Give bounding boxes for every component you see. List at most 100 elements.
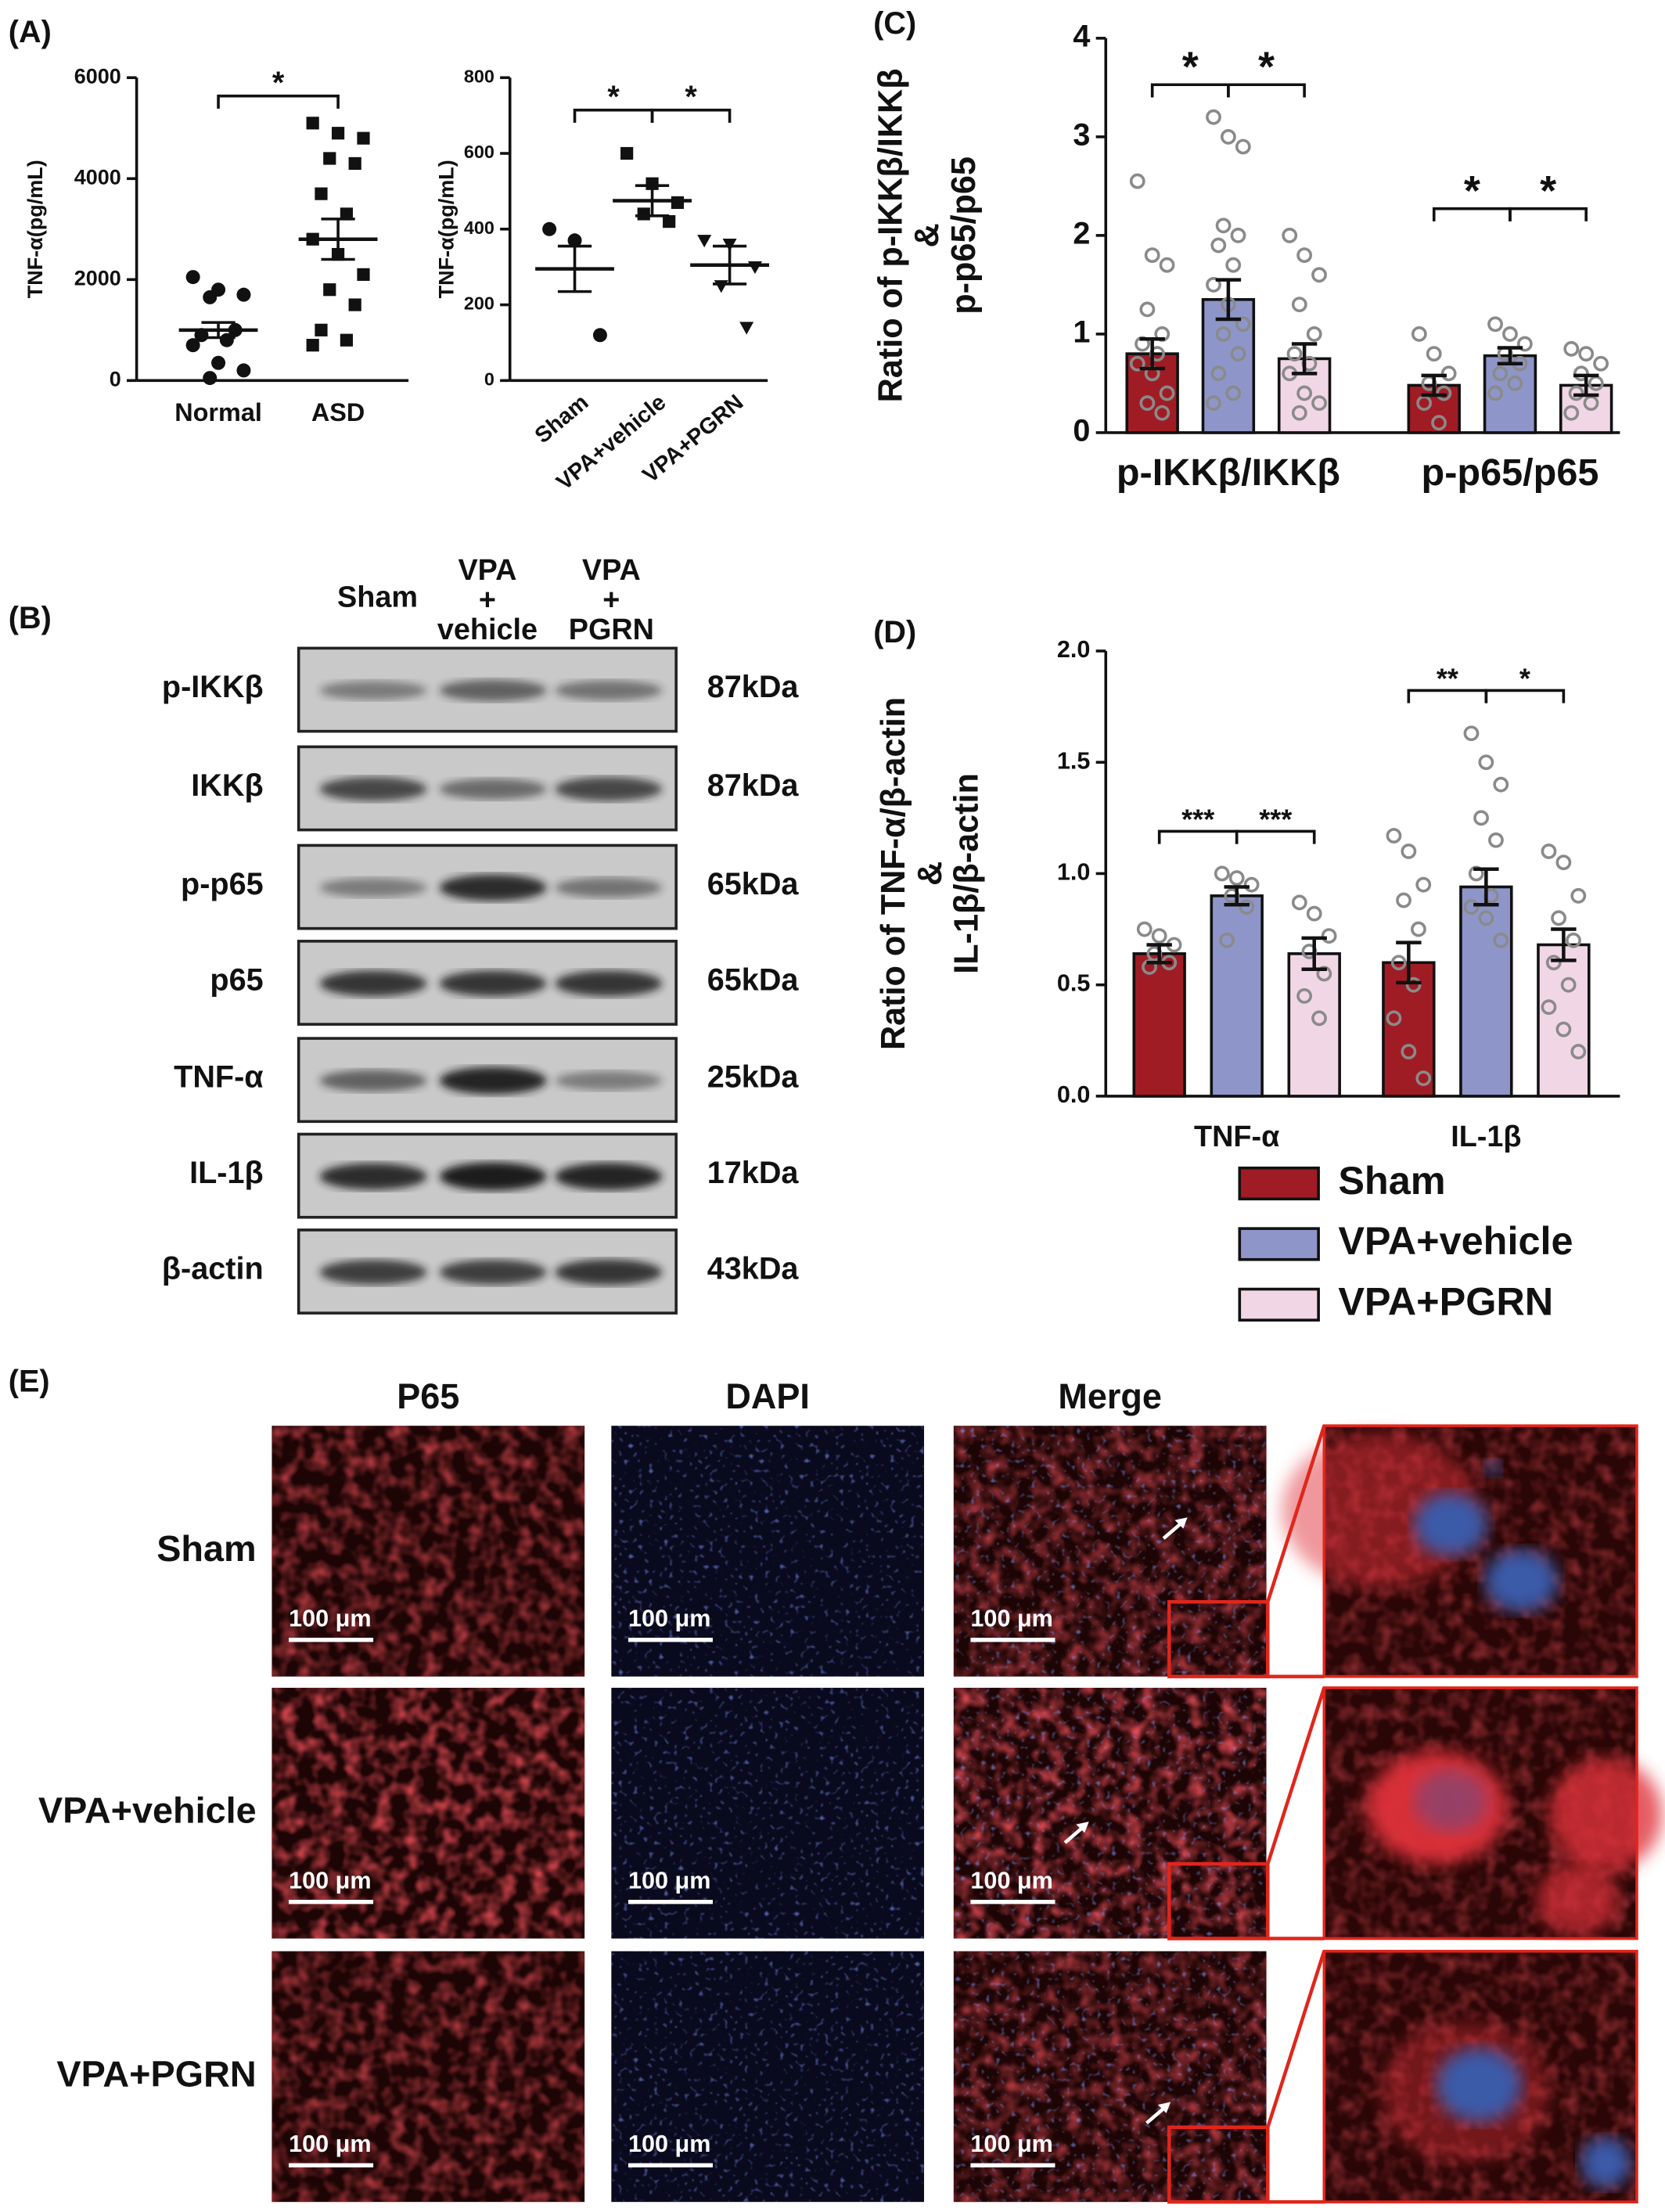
bar: [1537, 943, 1591, 1098]
scale-bar-label: 100 μm: [970, 1606, 1052, 1632]
data-point: [567, 233, 582, 248]
y-tick-label: 600: [464, 142, 494, 162]
zoom-connector: [1266, 1687, 1326, 1865]
data-point: [1563, 340, 1580, 357]
data-point: [315, 187, 328, 200]
data-point: [1463, 899, 1480, 915]
y-tick-label: 1: [1073, 315, 1090, 349]
blot-band: [555, 1259, 663, 1286]
bar: [1210, 894, 1264, 1098]
micrograph-row-label: Sham: [156, 1528, 256, 1569]
p65-signal: [272, 1426, 585, 1677]
data-point: [1210, 237, 1227, 254]
y-tick-label: 0: [110, 367, 121, 390]
data-point: [1563, 405, 1580, 421]
significance-label: *: [1540, 167, 1556, 214]
blot-band: [319, 777, 427, 801]
data-point: [542, 221, 557, 236]
data-point: [1151, 928, 1167, 944]
blot-size-label: 87kDa: [707, 670, 800, 704]
x-tick-label: p-IKKβ/IKKβ: [1117, 451, 1340, 494]
data-point: [306, 117, 319, 130]
blot-band: [555, 970, 663, 997]
data-point: [1316, 966, 1332, 982]
y-tick-label: 4000: [74, 165, 121, 189]
data-point: [1206, 109, 1221, 125]
data-point: [1478, 754, 1494, 771]
significance-label: *: [1182, 44, 1199, 91]
blot-band: [439, 874, 547, 901]
y-axis-label-line: p-p65/p65: [945, 156, 983, 315]
y-tick-label: 0.0: [1057, 1081, 1091, 1108]
data-point: [1415, 1070, 1432, 1087]
zoom-cell: [1437, 2048, 1522, 2122]
data-point: [1555, 1021, 1572, 1038]
data-point: [1411, 921, 1426, 937]
data-point: [340, 333, 353, 347]
scale-bar-label: 100 μm: [970, 1868, 1052, 1894]
data-point: [1570, 887, 1587, 904]
data-point: [1386, 1010, 1402, 1027]
data-point: [1296, 247, 1313, 263]
data-point: [747, 261, 762, 275]
bar: [1483, 354, 1537, 434]
dapi-signal: [611, 1688, 925, 1939]
scale-bar-label: 100 μm: [628, 1868, 710, 1894]
y-tick-label: 200: [464, 293, 494, 314]
blot-band: [319, 1163, 427, 1190]
dapi-signal: [953, 1951, 1267, 2203]
y-tick-label: 4: [1073, 19, 1090, 53]
data-point: [1243, 876, 1260, 893]
zoom-connector: [1266, 1951, 1326, 2128]
data-point: [1516, 336, 1533, 352]
data-point: [1159, 257, 1175, 273]
significance-label: *: [1464, 167, 1480, 214]
significance-label: *: [272, 66, 285, 100]
blot-size-label: 87kDa: [707, 768, 800, 803]
y-axis-label-line: &: [912, 861, 949, 886]
zoom-cell: [1484, 1549, 1559, 1612]
data-point: [236, 287, 251, 302]
data-point: [306, 339, 319, 352]
data-point: [1573, 365, 1589, 382]
y-tick-label: 1.0: [1057, 859, 1091, 886]
arrow-head: [1157, 2102, 1171, 2113]
x-tick-label: p-p65/p65: [1422, 451, 1599, 494]
panel-label: (E): [9, 1365, 50, 1399]
data-point: [1401, 1044, 1417, 1059]
data-point: [1473, 810, 1489, 826]
data-point: [1468, 865, 1484, 882]
data-point: [1541, 999, 1557, 1016]
micrograph-column-label: Merge: [1058, 1376, 1162, 1416]
data-point: [1230, 346, 1246, 362]
data-point: [1555, 854, 1572, 871]
data-point: [315, 323, 328, 336]
data-point: [203, 371, 218, 386]
data-point: [1159, 385, 1175, 401]
scale-bar-label: 100 μm: [289, 1868, 371, 1894]
legend-label: Sham: [1338, 1158, 1445, 1203]
blot-row-label: p65: [210, 963, 263, 998]
micrograph-row-label: VPA+vehicle: [38, 1790, 257, 1831]
data-point: [714, 280, 728, 293]
zoom-cell: [1484, 1459, 1502, 1476]
y-axis-label-line: Ratio of p-IKKβ/IKKβ: [872, 68, 910, 402]
y-tick-label: 0.5: [1057, 970, 1091, 997]
data-point: [637, 207, 650, 221]
x-tick-label: Normal: [174, 398, 262, 426]
data-point: [1296, 385, 1313, 401]
blot-band: [555, 1071, 663, 1091]
blot-size-label: 65kDa: [707, 867, 800, 901]
arrow-head: [1076, 1822, 1089, 1833]
data-point: [1230, 227, 1246, 243]
y-axis-label-line: Ratio of TNF-α/β-actin: [875, 697, 912, 1050]
scale-bar-label: 100 μm: [289, 1606, 371, 1632]
data-point: [203, 290, 218, 304]
data-point: [1405, 977, 1422, 993]
blot-column-label: vehicle: [437, 613, 538, 646]
data-point: [1568, 385, 1584, 401]
data-point: [1566, 932, 1581, 948]
bar: [1132, 952, 1186, 1098]
dapi-signal: [611, 1951, 925, 2203]
panel-label: (C): [873, 6, 916, 41]
